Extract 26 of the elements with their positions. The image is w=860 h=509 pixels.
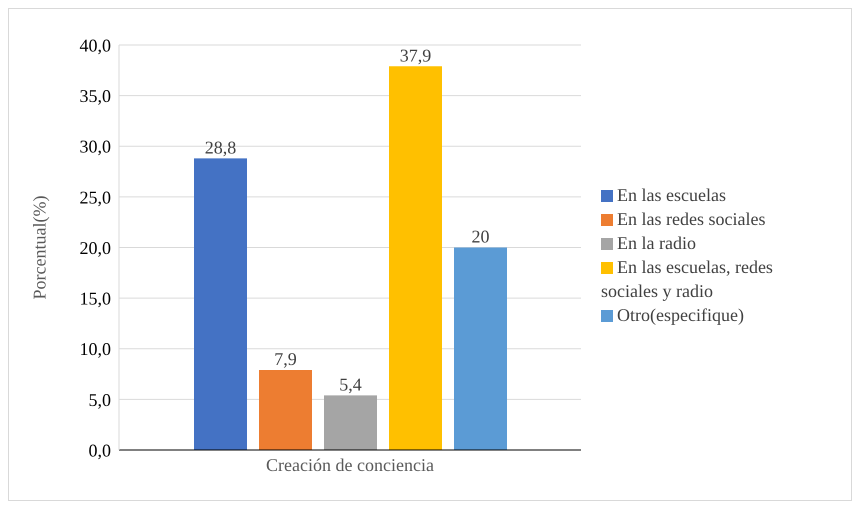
- legend-label: En las escuelas: [617, 184, 726, 204]
- legend-label: En las redes sociales: [617, 208, 766, 228]
- x-tick-label: Creación de conciencia: [266, 454, 434, 475]
- y-tick-label: 25,0: [80, 187, 111, 208]
- data-label: 20: [472, 226, 490, 246]
- y-tick-label: 40,0: [80, 35, 111, 56]
- y-tick-label: 30,0: [80, 136, 111, 157]
- y-tick-label: 0,0: [88, 440, 111, 460]
- data-label: 5,4: [339, 374, 362, 394]
- data-label: 37,9: [400, 45, 432, 66]
- y-tick-label: 5,0: [88, 390, 111, 410]
- y-tick-label: 35,0: [80, 86, 111, 106]
- legend-label: En las escuelas, redes sociales y radio: [601, 256, 773, 300]
- bar: [324, 395, 377, 450]
- y-tick-label: 15,0: [80, 288, 111, 309]
- legend-label: En la radio: [617, 232, 696, 252]
- y-axis-title: Porcentual(%): [29, 196, 50, 300]
- bar: [194, 158, 247, 450]
- legend-label: Otro(especifique): [617, 304, 744, 324]
- y-tick-label: 20,0: [80, 238, 111, 258]
- data-label: 28,8: [204, 137, 236, 158]
- bar: [389, 66, 442, 450]
- data-label: 7,9: [274, 349, 297, 370]
- bar: [259, 370, 312, 450]
- bar: [454, 248, 507, 450]
- y-tick-label: 10,0: [80, 339, 111, 360]
